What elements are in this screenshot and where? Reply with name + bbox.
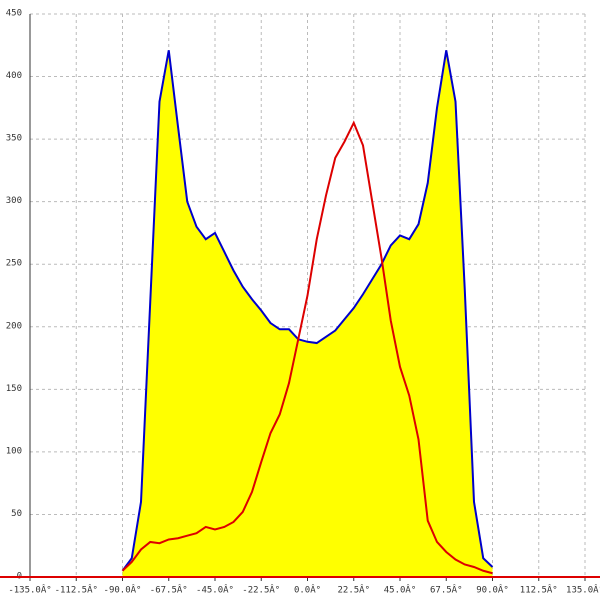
- x-tick-label: -90.0Â°: [104, 584, 142, 596]
- y-tick-label: 300: [6, 196, 22, 206]
- x-tick-label: -22.5Â°: [242, 584, 280, 596]
- x-tick-label: -45.0Â°: [196, 584, 234, 596]
- y-tick-label: 350: [6, 134, 22, 144]
- x-tick-label: 112.5Â°: [520, 584, 558, 596]
- x-tick-label: 135.0Â°: [566, 584, 600, 596]
- x-tick-label: -135.0Â°: [8, 584, 51, 596]
- y-tick-label: 150: [6, 384, 22, 394]
- x-tick-label: -112.5Â°: [55, 584, 98, 596]
- y-tick-label: 250: [6, 259, 22, 269]
- y-tick-label: 400: [6, 71, 22, 81]
- y-tick-label: 100: [6, 446, 22, 456]
- line: [121, 120, 493, 575]
- line: [121, 50, 494, 572]
- x-tick-label: 67.5Â°: [430, 584, 463, 596]
- x-tick-label: 0.0Â°: [294, 584, 321, 596]
- x-tick-label: 90.0Â°: [476, 584, 509, 596]
- y-tick-label: 200: [6, 321, 22, 331]
- y-tick-label: 50: [11, 509, 22, 519]
- y-tick-label: 450: [6, 9, 22, 19]
- area: [122, 50, 493, 577]
- x-tick-label: 22.5Â°: [337, 584, 370, 596]
- x-tick-label: 45.0Â°: [384, 584, 417, 596]
- x-tick-label: -67.5Â°: [150, 584, 188, 596]
